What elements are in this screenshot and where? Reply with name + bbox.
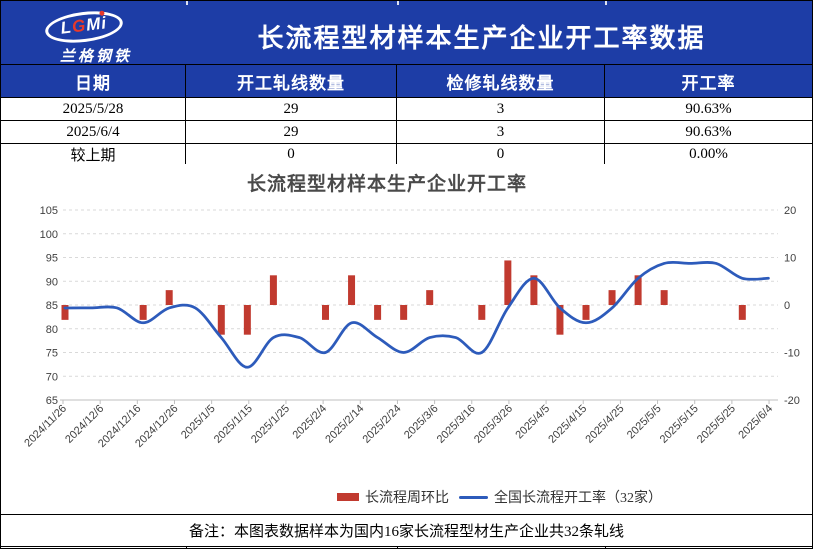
wow-bar (61, 305, 69, 320)
x-axis-label: 2025/2/14 (323, 403, 366, 446)
right-axis-label: -20 (784, 395, 800, 407)
legend-line-swatch-icon (459, 495, 488, 499)
wow-bar (243, 305, 251, 335)
right-axis-label: 0 (784, 300, 790, 312)
page-title: 长流程型材样本生产企业开工率数据 (257, 24, 706, 53)
x-axis-label: 2025/4/25 (583, 403, 626, 446)
wow-bar (400, 305, 408, 320)
table-cell: 0 (397, 144, 605, 166)
wow-bar (269, 275, 277, 305)
footer-note: 备注：本图表数据样本为国内16家长流程型材生产企业共32条轧线 (1, 514, 812, 547)
lange-steel-logo: LGMi 兰格钢铁 (35, 7, 165, 65)
wow-bar (217, 305, 225, 335)
wow-bar (165, 290, 173, 305)
x-axis-label: 2025/3/16 (435, 403, 478, 446)
combo-chart: 2024/11/262024/12/62024/12/162024/12/262… (22, 205, 800, 450)
wow-bar (139, 305, 147, 320)
table-cell: 3 (397, 98, 605, 121)
right-axis-label: 10 (784, 253, 796, 265)
legend-bar-swatch-icon (337, 493, 359, 501)
wow-bar (530, 275, 538, 305)
table-cell: 3 (397, 121, 605, 144)
wow-bar (582, 305, 590, 320)
chart-legend: 长流程周环比 全国长流程开工率（32家） (337, 487, 662, 507)
wow-bar (608, 290, 616, 305)
x-axis-label: 2025/1/15 (212, 403, 255, 446)
wow-bar (478, 305, 486, 320)
left-axis-label: 105 (40, 205, 58, 217)
cell-border-mark (397, 1, 399, 5)
chart-region: 长流程型材样本生产企业开工率 2024/11/26 2024/12/6 2024/1… (1, 164, 812, 515)
wow-bar (348, 275, 356, 305)
x-axis-label: 2025/2/24 (360, 403, 403, 446)
left-axis-label: 95 (46, 253, 58, 265)
x-axis-label: 2025/4/15 (546, 403, 589, 446)
table-cell: 较上期 (1, 144, 186, 166)
table-header-cell: 日期 (1, 65, 186, 98)
left-axis-label: 75 (46, 348, 58, 360)
x-axis-label: 2025/1/5 (179, 403, 218, 442)
x-axis-label: 2025/4/5 (513, 403, 552, 442)
header-band: LGMi 兰格钢铁 长流程型材样本生产企业开工率数据 (1, 1, 812, 65)
left-axis-label: 85 (46, 300, 58, 312)
wow-bar (738, 305, 746, 320)
table-cell: 0 (186, 144, 397, 166)
cell-border-mark (605, 1, 607, 5)
table-cell: 0.00% (605, 144, 812, 166)
x-axis-label: 2025/2/4 (290, 403, 329, 442)
data-table: 日期 开工轧线数量 检修轧线数量 开工率 2025/5/28 29 3 90.63% 2025/… (1, 64, 812, 166)
table-cell: 2025/5/28 (1, 98, 186, 121)
cell-border-mark (186, 1, 188, 5)
left-axis-label: 65 (46, 395, 58, 407)
wow-bar (374, 305, 382, 320)
x-axis-label: 2025/5/25 (695, 403, 738, 446)
table-cell: 29 (186, 121, 397, 144)
wow-bar (322, 305, 329, 320)
table-cell: 29 (186, 98, 397, 121)
table-cell: 90.63% (605, 98, 812, 121)
table-header-cell: 开工轧线数量 (186, 65, 397, 98)
right-axis-label: -10 (784, 348, 800, 360)
table-header-cell: 检修轧线数量 (397, 65, 605, 98)
wow-bar (660, 290, 668, 305)
wow-bar (504, 260, 512, 305)
logo-subtitle: 兰格钢铁 (59, 49, 132, 65)
x-axis-label: 2025/3/26 (472, 403, 515, 446)
rate-line (63, 260, 770, 369)
wow-bar (556, 305, 564, 335)
cell-border-mark (397, 547, 398, 548)
wow-bar (634, 275, 642, 305)
table-header-cell: 开工率 (605, 65, 812, 98)
x-axis-label: 2025/5/15 (658, 403, 701, 446)
left-axis-label: 90 (46, 276, 58, 288)
chart-title: 长流程型材样本生产企业开工率 (246, 174, 527, 195)
x-axis-label: 2025/6/4 (736, 403, 775, 442)
logo-oval-icon: LGMi (43, 7, 125, 47)
logo-lgmi-text: LGMi (59, 13, 109, 38)
left-axis-label: 70 (46, 371, 58, 383)
left-axis-label: 100 (40, 229, 58, 241)
x-axis-label: 2025/5/5 (625, 403, 664, 442)
cell-border-mark (186, 547, 187, 548)
wow-bar (426, 290, 434, 305)
x-axis-label: 2024/11/26 (22, 403, 69, 450)
table-cell: 2025/6/4 (1, 121, 186, 144)
x-axis-label: 2025/1/25 (249, 403, 292, 446)
table-cell: 90.63% (605, 121, 812, 144)
legend-line-label: 全国长流程开工率（32家） (494, 491, 662, 506)
left-axis-label: 80 (46, 324, 58, 336)
cell-border-mark (605, 547, 606, 548)
legend-bar-label: 长流程周环比 (365, 491, 449, 506)
right-axis-label: 20 (784, 205, 796, 217)
x-axis-label: 2025/3/6 (402, 403, 441, 442)
